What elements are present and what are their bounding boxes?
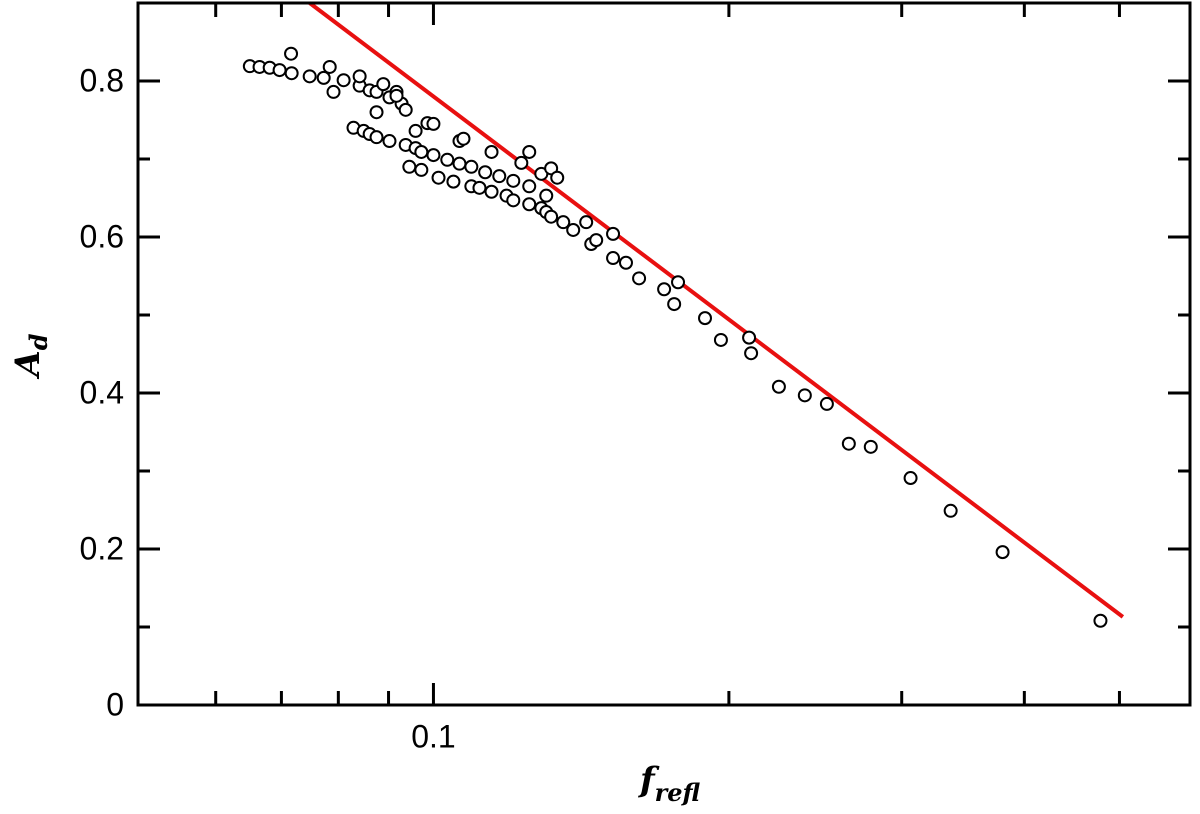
point: [943, 503, 958, 518]
point: [326, 84, 341, 99]
point: [446, 174, 461, 189]
point: [863, 439, 878, 454]
y-label: Ad: [8, 333, 53, 379]
point: [402, 159, 417, 174]
point: [742, 330, 757, 345]
plot-frame: [136, 1, 1192, 707]
point: [671, 275, 686, 290]
point: [440, 152, 455, 167]
x-tick-label: 0.1: [411, 718, 455, 754]
point: [369, 105, 384, 120]
point: [713, 332, 728, 347]
point: [544, 209, 559, 224]
point: [506, 193, 521, 208]
point: [492, 169, 507, 184]
point: [376, 77, 391, 92]
point: [284, 46, 299, 61]
point: [506, 173, 521, 188]
x-label-main: f: [638, 760, 660, 800]
y-axis-label: Ad: [8, 333, 53, 379]
point: [995, 545, 1010, 560]
point: [589, 233, 604, 248]
x-label: frefl: [638, 760, 701, 807]
point: [352, 69, 367, 84]
point: [431, 170, 446, 185]
point: [414, 162, 429, 177]
point: [744, 346, 759, 361]
point: [618, 255, 633, 270]
point: [522, 144, 537, 159]
point: [632, 271, 647, 286]
point: [1093, 613, 1108, 628]
point: [514, 155, 529, 170]
point: [322, 59, 337, 74]
point: [284, 66, 299, 81]
point: [456, 131, 471, 146]
point: [316, 70, 331, 85]
point: [398, 102, 413, 117]
point: [389, 88, 404, 103]
y-tick-label: 0.4: [80, 374, 124, 410]
y-label-main: A: [8, 350, 48, 379]
point: [771, 379, 786, 394]
point: [336, 73, 351, 88]
point: [426, 116, 441, 131]
point: [903, 471, 918, 486]
point: [272, 63, 287, 78]
point: [556, 215, 571, 230]
point: [369, 130, 384, 145]
point: [484, 144, 499, 159]
point: [464, 159, 479, 174]
point: [302, 69, 317, 84]
point: [819, 396, 834, 411]
point: [382, 134, 397, 149]
fit-line: [308, 1, 1125, 619]
point: [606, 226, 621, 241]
point: [408, 123, 423, 138]
point: [550, 170, 565, 185]
y-label-sub: d: [24, 333, 53, 350]
point: [566, 222, 581, 237]
y-tick-label: 0: [106, 686, 124, 722]
point: [539, 188, 554, 203]
point: [478, 165, 493, 180]
point: [522, 179, 537, 194]
point: [667, 297, 682, 312]
point: [698, 311, 713, 326]
point: [841, 436, 856, 451]
x-label-sub: refl: [655, 778, 701, 807]
y-tick-label: 0.6: [80, 218, 124, 254]
point: [484, 184, 499, 199]
point: [579, 215, 594, 230]
point: [452, 156, 467, 171]
y-tick-label: 0.8: [80, 62, 124, 98]
point: [606, 251, 621, 266]
point: [426, 148, 441, 163]
y-tick-label: 0.2: [80, 530, 124, 566]
point: [522, 197, 537, 212]
point: [797, 388, 812, 403]
point: [414, 144, 429, 159]
point: [657, 282, 672, 297]
point: [472, 180, 487, 195]
